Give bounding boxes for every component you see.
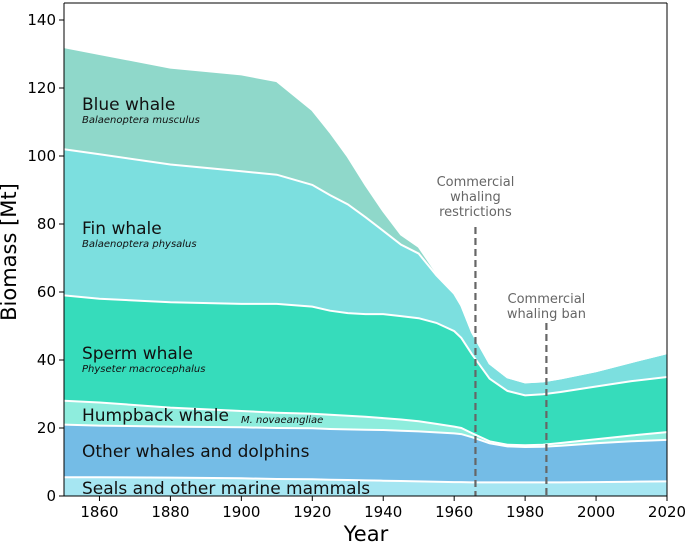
label-fin-whale: Fin whale [82,219,162,239]
y-axis-title: Biomass [Mt] [0,183,21,321]
x-tick-label-1980: 1980 [506,503,544,521]
annotation-1966-line-1: Commercial [437,175,515,190]
label-other-whales-and-dolphins: Other whales and dolphins [82,442,310,462]
x-tick-label-1900: 1900 [222,503,260,521]
sublabel-fin-whale: Balaenoptera physalus [82,239,197,250]
label-sperm-whale: Sperm whale [82,344,193,364]
area-other-whales-and-dolphins [64,424,667,483]
label-blue-whale: Blue whale [82,95,175,115]
y-tick-label-140: 140 [27,11,56,29]
x-tick-label-2000: 2000 [577,503,615,521]
area-labels: Seals and other marine mammals Other whal… [82,95,370,499]
event-lines [474,227,548,496]
sublabel-humpback-whale: M. novaeangliae [241,415,323,426]
sublabel-blue-whale: Balaenoptera musculus [82,115,200,126]
event-annotations: CommercialwhalingrestrictionsCommercialw… [437,175,586,322]
label-seals-and-other-marine-mammals: Seals and other marine mammals [82,479,370,499]
annotation-1966-line-3: restrictions [439,205,512,220]
axes: 1860 1880 1900 1920 1940 1960 1980 2000 2020 0 20 4… [27,2,685,521]
y-tick-label-120: 120 [27,79,56,97]
area-fin-whale [64,149,667,396]
annotation-1966-line-2: whaling [450,190,501,205]
y-tick-label-80: 80 [37,215,56,233]
sublabel-sperm-whale: Physeter macrocephalus [82,364,205,375]
area-humpback-whale [64,400,667,447]
y-tick-label-60: 60 [37,283,56,301]
y-tick-label-0: 0 [46,487,56,505]
annotation-1986-line-2: whaling ban [507,307,586,322]
area-blue-whale [64,47,667,383]
y-tick-label-40: 40 [37,351,56,369]
y-tick-label-100: 100 [27,147,56,165]
x-tick-label-1940: 1940 [364,503,402,521]
area-seals-and-other-marine-mammals [64,477,667,496]
stacked-areas [64,47,667,496]
annotation-1986-line-1: Commercial [508,292,586,307]
label-humpback-whale: Humpback whale [82,406,229,426]
x-axis-title: Year [343,522,389,543]
y-tick-label-20: 20 [37,419,56,437]
x-tick-label-1880: 1880 [151,503,189,521]
x-tick-label-1960: 1960 [435,503,473,521]
x-tick-label-1860: 1860 [80,503,118,521]
area-sperm-whale [64,295,667,446]
x-tick-label-2020: 2020 [648,503,685,521]
x-tick-label-1920: 1920 [293,503,331,521]
